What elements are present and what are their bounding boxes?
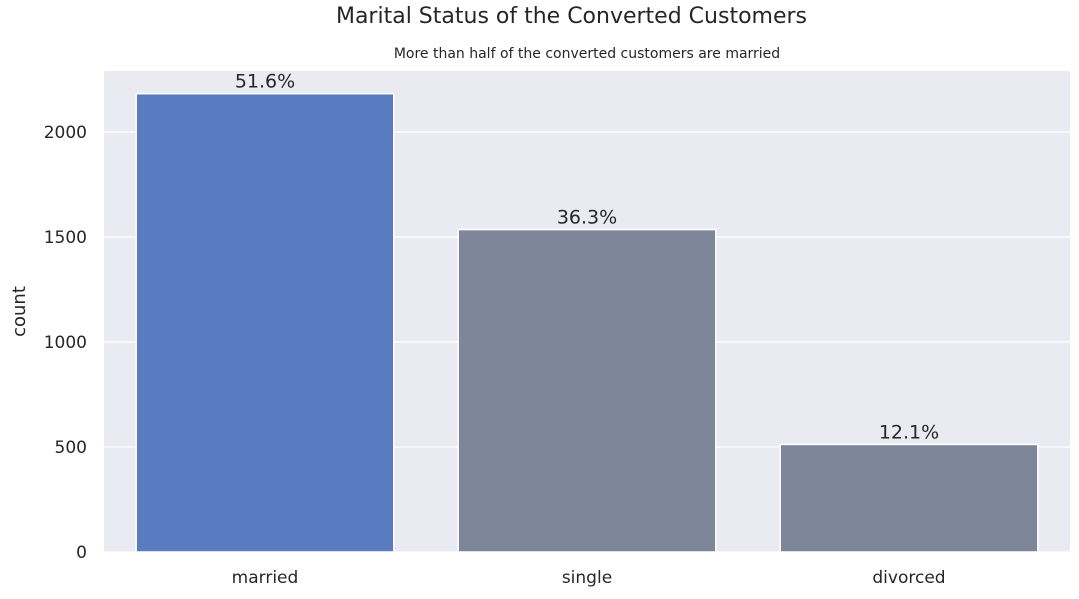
bar-single: [457, 228, 717, 553]
chart-subtitle: More than half of the converted customer…: [393, 46, 781, 62]
data-label-single: 36.3%: [557, 207, 617, 229]
y-tick-label: 500: [55, 438, 87, 458]
bar-divorced: [779, 443, 1039, 553]
data-label-divorced: 12.1%: [879, 421, 939, 443]
y-tick-label: 2000: [44, 123, 87, 143]
x-tick-label-divorced: divorced: [872, 568, 945, 588]
data-label-married: 51.6%: [235, 71, 295, 93]
y-tick-label: 1000: [44, 333, 87, 353]
bar-married: [135, 92, 395, 553]
x-tick-label-single: single: [562, 568, 612, 588]
y-tick-label: 1500: [44, 228, 87, 248]
y-axis-ticks: 0 500 1000 1500 2000: [44, 123, 87, 563]
y-axis-label: count: [9, 286, 30, 337]
y-tick-label: 0: [76, 543, 87, 563]
x-tick-label-married: married: [232, 568, 299, 588]
bars: [135, 92, 1039, 553]
data-labels: 51.6% 36.3% 12.1%: [235, 71, 939, 444]
chart-title: Marital Status of the Converted Customer…: [335, 4, 808, 29]
x-axis-ticks: married single divorced: [232, 568, 946, 588]
